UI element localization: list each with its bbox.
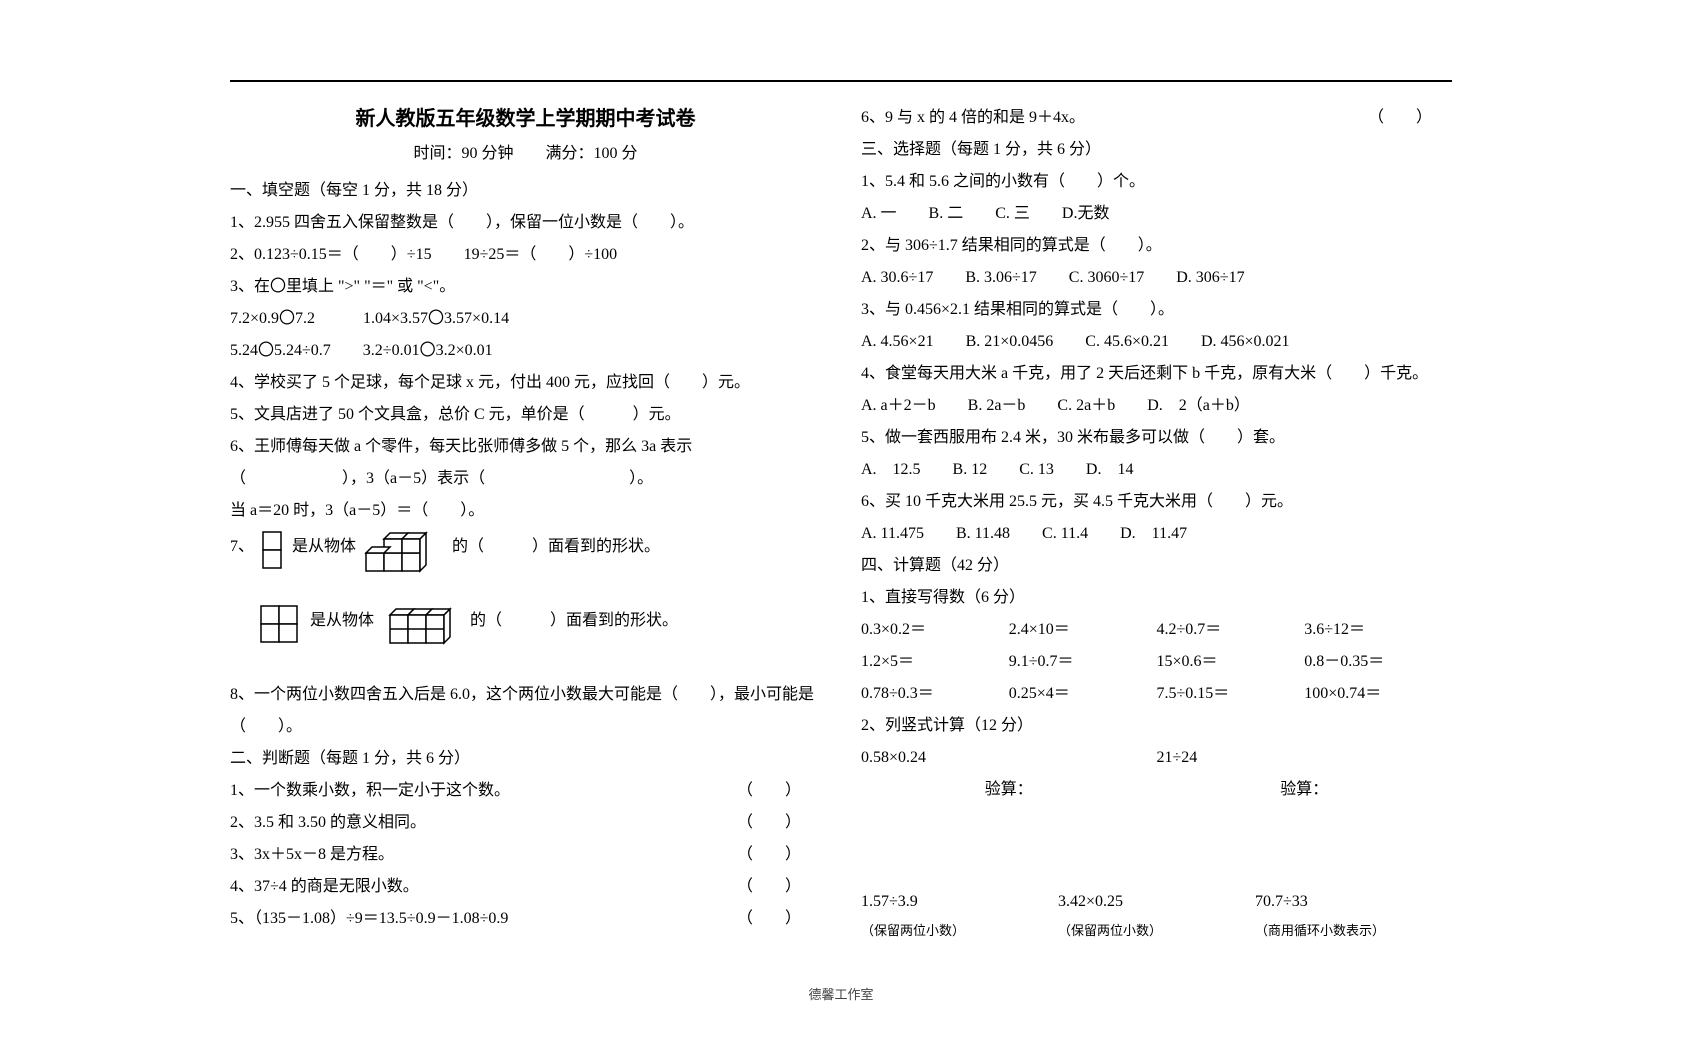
calc-row-3: 0.78÷0.3＝ 0.25×4＝ 7.5÷0.15＝ 100×0.74＝ [861, 678, 1452, 710]
q3b: 5.24〇5.24÷0.7 3.2÷0.01〇3.2×0.01 [230, 335, 821, 367]
j5: 5、（135－1.08）÷9＝13.5÷0.9－1.08÷0.9 （ ） [230, 903, 821, 935]
j1-text: 1、一个数乘小数，积一定小于这个数。 [230, 775, 737, 807]
verify-1b: 验算： [1157, 774, 1453, 806]
q5: 5、文具店进了 50 个文具盒，总价 C 元，单价是（ ）元。 [230, 399, 821, 431]
right-column: 6、9 与 x 的 4 倍的和是 9＋4x。 （ ） 三、选择题（每题 1 分，… [861, 102, 1452, 944]
q4: 4、学校买了 5 个足球，每个足球 x 元，付出 400 元，应找回（ ）元。 [230, 367, 821, 399]
flat-shape-1-icon [262, 531, 284, 585]
q7-line1: 7、 是从物体 [230, 531, 821, 589]
vertical-row-2-notes: （保留两位小数） （保留两位小数） （商用循环小数表示） [861, 918, 1452, 944]
j1-paren: （ ） [737, 775, 821, 807]
flat-shape-2-icon [260, 605, 302, 659]
c4: 4、食堂每天用大米 a 千克，用了 2 天后还剩下 b 千克，原有大米（ ）千克… [861, 358, 1452, 390]
q3: 3、在〇里填上 ">" "＝" 或 "<"。 [230, 271, 821, 303]
v1a: 0.58×0.24 [861, 742, 1157, 774]
j5-text: 5、（135－1.08）÷9＝13.5÷0.9－1.08÷0.9 [230, 903, 737, 935]
c3: 3、与 0.456×2.1 结果相同的算式是（ ）。 [861, 294, 1452, 326]
r2c3: 15×0.6＝ [1157, 646, 1305, 678]
vertical-row-1: 0.58×0.24 21÷24 [861, 742, 1452, 774]
q6a: 6、王师傅每天做 a 个零件，每天比张师傅多做 5 个，那么 3a 表示（ ），… [230, 431, 821, 495]
section-2-title: 二、判断题（每题 1 分，共 6 分） [230, 743, 821, 775]
j1: 1、一个数乘小数，积一定小于这个数。 （ ） [230, 775, 821, 807]
j4-paren: （ ） [737, 871, 821, 903]
c2: 2、与 306÷1.7 结果相同的算式是（ ）。 [861, 230, 1452, 262]
j6-text: 6、9 与 x 的 4 倍的和是 9＋4x。 [861, 102, 1368, 134]
r2c1: 1.2×5＝ [861, 646, 1009, 678]
note-a: （保留两位小数） [861, 918, 1058, 944]
v2c: 70.7÷33 [1255, 886, 1452, 918]
j3-text: 3、3x＋5x－8 是方程。 [230, 839, 737, 871]
section-4-title: 四、计算题（42 分） [861, 550, 1452, 582]
q7a-suffix: 的（ ）面看到的形状。 [452, 531, 660, 563]
j6: 6、9 与 x 的 4 倍的和是 9＋4x。 （ ） [861, 102, 1452, 134]
j6-paren: （ ） [1368, 102, 1452, 134]
r1c3: 4.2÷0.7＝ [1157, 614, 1305, 646]
v2b: 3.42×0.25 [1058, 886, 1255, 918]
q6b: 当 a＝20 时，3（a－5）＝（ ）。 [230, 495, 821, 527]
r3c3: 7.5÷0.15＝ [1157, 678, 1305, 710]
q7b-mid: 是从物体 [310, 605, 374, 637]
c2-opt: A. 30.6÷17 B. 3.06÷17 C. 3060÷17 D. 306÷… [861, 262, 1452, 294]
calc2-title: 2、列竖式计算（12 分） [861, 710, 1452, 742]
calc-row-2: 1.2×5＝ 9.1÷0.7＝ 15×0.6＝ 0.8－0.35＝ [861, 646, 1452, 678]
left-column: 新人教版五年级数学上学期期中考试卷 时间：90 分钟 满分：100 分 一、填空… [230, 102, 821, 944]
j5-paren: （ ） [737, 903, 821, 935]
q7b-suffix: 的（ ）面看到的形状。 [470, 605, 678, 637]
j2-paren: （ ） [737, 807, 821, 839]
j4-text: 4、37÷4 的商是无限小数。 [230, 871, 737, 903]
q7a-prefix: 7、 [230, 531, 254, 563]
j4: 4、37÷4 的商是无限小数。 （ ） [230, 871, 821, 903]
r3c4: 100×0.74＝ [1304, 678, 1452, 710]
q8: 8、一个两位小数四舍五入后是 6.0，这个两位小数最大可能是（ ），最小可能是（… [230, 679, 821, 743]
c6-opt: A. 11.475 B. 11.48 C. 11.4 D. 11.47 [861, 518, 1452, 550]
c6: 6、买 10 千克大米用 25.5 元，买 4.5 千克大米用（ ）元。 [861, 486, 1452, 518]
r1c2: 2.4×10＝ [1009, 614, 1157, 646]
r1c1: 0.3×0.2＝ [861, 614, 1009, 646]
v2a: 1.57÷3.9 [861, 886, 1058, 918]
q7a-mid: 是从物体 [292, 531, 356, 563]
iso-shape-1-icon [364, 531, 444, 589]
r3c1: 0.78÷0.3＝ [861, 678, 1009, 710]
page-container: 新人教版五年级数学上学期期中考试卷 时间：90 分钟 满分：100 分 一、填空… [230, 80, 1452, 944]
r2c2: 9.1÷0.7＝ [1009, 646, 1157, 678]
q7-line2: 是从物体 的（ ）面看到的形状。 [260, 605, 821, 663]
c4-opt: A. a＋2－b B. 2a－b C. 2a＋b D. 2（a＋b） [861, 390, 1452, 422]
note-b: （保留两位小数） [1058, 918, 1255, 944]
exam-subtitle: 时间：90 分钟 满分：100 分 [230, 139, 821, 163]
r3c2: 0.25×4＝ [1009, 678, 1157, 710]
section-3-title: 三、选择题（每题 1 分，共 6 分） [861, 134, 1452, 166]
r2c4: 0.8－0.35＝ [1304, 646, 1452, 678]
verify-row-1: 验算： 验算： [861, 774, 1452, 806]
calc-row-1: 0.3×0.2＝ 2.4×10＝ 4.2÷0.7＝ 3.6÷12＝ [861, 614, 1452, 646]
verify-1a: 验算： [861, 774, 1157, 806]
c3-opt: A. 4.56×21 B. 21×0.0456 C. 45.6×0.21 D. … [861, 326, 1452, 358]
work-space [861, 806, 1452, 886]
v1b: 21÷24 [1157, 742, 1453, 774]
footer: 德馨工作室 [230, 984, 1452, 1003]
j2-text: 2、3.5 和 3.50 的意义相同。 [230, 807, 737, 839]
j2: 2、3.5 和 3.50 的意义相同。 （ ） [230, 807, 821, 839]
calc1-title: 1、直接写得数（6 分） [861, 582, 1452, 614]
c5-opt: A. 12.5 B. 12 C. 13 D. 14 [861, 454, 1452, 486]
j3: 3、3x＋5x－8 是方程。 （ ） [230, 839, 821, 871]
vertical-row-2: 1.57÷3.9 3.42×0.25 70.7÷33 [861, 886, 1452, 918]
r1c4: 3.6÷12＝ [1304, 614, 1452, 646]
iso-shape-2-icon [382, 605, 462, 663]
j3-paren: （ ） [737, 839, 821, 871]
note-c: （商用循环小数表示） [1255, 918, 1452, 944]
exam-title: 新人教版五年级数学上学期期中考试卷 [230, 102, 821, 131]
c5: 5、做一套西服用布 2.4 米，30 米布最多可以做（ ）套。 [861, 422, 1452, 454]
q1: 1、2.955 四舍五入保留整数是（ ），保留一位小数是（ ）。 [230, 207, 821, 239]
q2: 2、0.123÷0.15＝（ ）÷15 19÷25＝（ ）÷100 [230, 239, 821, 271]
q3a: 7.2×0.9〇7.2 1.04×3.57〇3.57×0.14 [230, 303, 821, 335]
section-1-title: 一、填空题（每空 1 分，共 18 分） [230, 175, 821, 207]
c1-opt: A. 一 B. 二 C. 三 D.无数 [861, 198, 1452, 230]
c1: 1、5.4 和 5.6 之间的小数有（ ）个。 [861, 166, 1452, 198]
